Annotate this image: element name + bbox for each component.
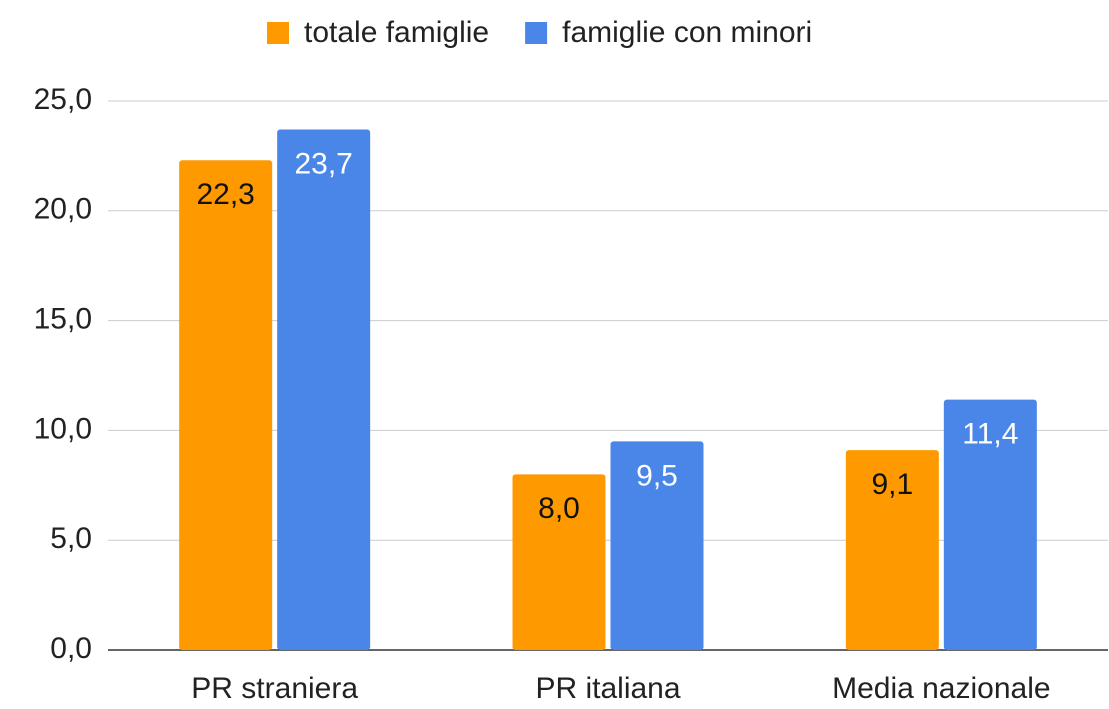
bar (512, 474, 606, 650)
bar (179, 160, 273, 651)
x-tick-label: Media nazionale (832, 672, 1050, 705)
bar (845, 450, 939, 650)
value-label: 11,4 (962, 418, 1018, 451)
x-tick-label: PR straniera (191, 672, 358, 705)
legend-swatch (267, 22, 289, 44)
legend-label: totale famiglie (304, 16, 489, 49)
legend-swatch (525, 22, 548, 44)
bar (610, 441, 704, 650)
bar (277, 129, 371, 651)
x-tick-label: PR italiana (535, 672, 680, 705)
legend-label: famiglie con minori (562, 16, 812, 49)
value-label: 23,7 (294, 147, 352, 180)
y-tick-label: 25,0 (34, 83, 92, 116)
y-tick-label: 20,0 (34, 193, 92, 226)
value-label: 9,1 (871, 468, 913, 501)
value-label: 8,0 (538, 492, 580, 525)
y-tick-label: 15,0 (34, 303, 92, 336)
y-tick-label: 5,0 (50, 522, 92, 555)
value-label: 22,3 (196, 178, 254, 211)
value-label: 9,5 (636, 459, 678, 492)
y-tick-label: 0,0 (50, 632, 92, 665)
y-tick-label: 10,0 (34, 412, 92, 445)
bar (943, 399, 1037, 650)
